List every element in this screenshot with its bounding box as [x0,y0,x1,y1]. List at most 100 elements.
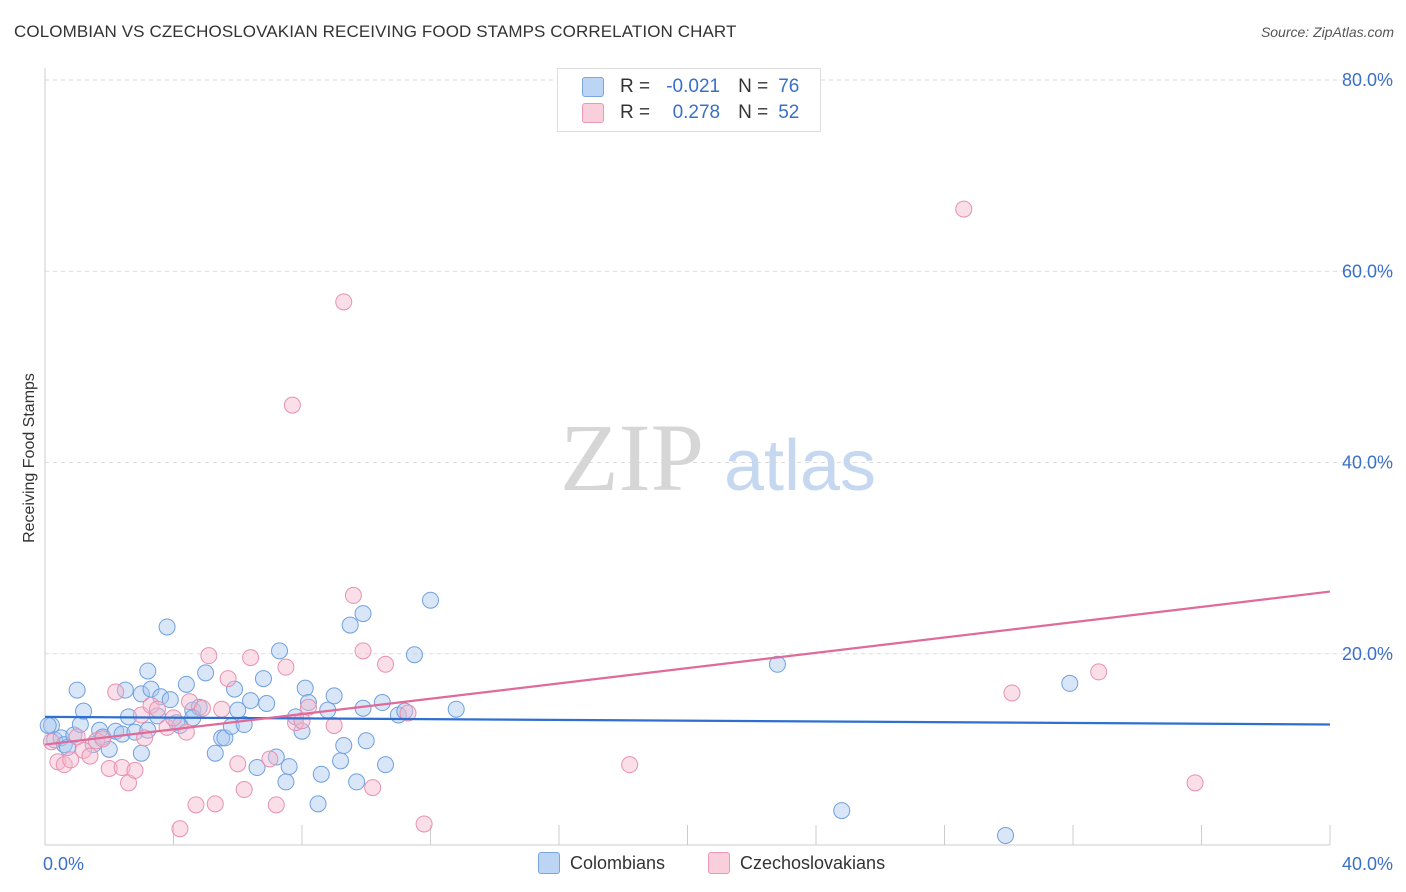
czechoslovakian-point [399,704,417,722]
bottom-legend-czechoslovakians: Czechoslovakians [708,852,885,874]
czechoslovakian-point [415,815,433,833]
czechoslovakian-point [171,820,189,838]
czechoslovakian-point [299,698,317,716]
legend-row-colombians: R = -0.021 N = 76 [582,75,799,99]
czechoslovakian-point [113,759,131,777]
legend-swatch-czechoslovakians [582,103,604,123]
czechoslovakian-point [219,670,237,688]
bottom-legend-swatch [538,852,560,874]
trend-lines [44,590,1331,746]
y-tick-label: 40.0% [1342,453,1393,473]
colombian-point [335,737,353,755]
colombian-point [100,740,118,758]
colombian-point [348,773,366,791]
colombian-point [197,664,215,682]
colombian-point [139,662,157,680]
czechoslovakian-point [955,200,973,218]
czechoslovakian-point [187,796,205,814]
bottom-legend-label: Colombians [570,852,666,873]
czechoslovakian-point [75,741,93,759]
watermark: ZIP atlas [560,404,876,511]
czechoslovakian-point [261,750,279,768]
czechoslovakian-point [344,586,362,604]
czechoslovakian-point [277,658,295,676]
bottom-legend-colombians: Colombians [538,852,665,874]
czechoslovakian-point [1090,663,1108,681]
czechoslovakian-point [213,700,231,718]
czechoslovakian-point [267,796,285,814]
colombian-point [242,692,260,710]
colombian-point [161,691,179,709]
colombian-point [75,702,93,720]
colombian-point [1061,674,1079,692]
czechoslovakian-point [325,716,343,734]
colombian-point [447,700,465,718]
czechoslovakian-point [200,647,218,665]
colombian-point [997,826,1015,844]
colombian-point [341,616,359,634]
bottom-legend-label: Czechoslovakians [740,852,886,873]
czechoslovakian-point [193,699,211,717]
colombian-point [132,685,150,703]
chart-title: COLOMBIAN VS CZECHOSLOVAKIAN RECEIVING F… [14,22,737,41]
colombian-point [65,726,83,744]
source-credit: Source: ZipAtlas.com [1260,24,1394,40]
czechoslovakian-point [1186,774,1204,792]
colombian-point [768,655,786,673]
colombian-point [357,732,375,750]
legend-swatch-colombians [582,77,604,97]
czechoslovakian-point [621,756,639,774]
czechoslovakian-point [354,642,372,660]
colombian-point [39,716,57,734]
czechoslovakian-point [81,747,99,765]
stats-legend: R = -0.021 N = 76 R = 0.278 N = 52 [557,68,821,132]
colombian-point [833,802,851,820]
x-tick-label: 40.0% [1342,854,1393,874]
czechoslovakian-point [100,760,118,777]
gridlines [45,79,1392,655]
czechoslovakian-point [62,751,80,769]
colombian-point [332,752,350,770]
legend-n-value: 76 [778,76,800,97]
colombian-point [68,681,86,699]
czechoslovakian-point [242,649,260,667]
colombian-point [377,756,395,774]
czechoslovakian-point [229,755,247,773]
y-tick-label: 60.0% [1342,261,1393,281]
colombian-point [158,618,176,636]
legend-n-label: N = [738,76,769,97]
colombian-point [373,694,391,712]
data-points [39,200,1204,844]
czechoslovakian-point [283,396,301,414]
colombian-point [312,765,330,783]
legend-r-value: -0.021 [666,76,721,97]
czechoslovakian-point [377,655,395,673]
legend-r-label: R = [620,76,651,97]
czechoslovakian-point [1003,684,1021,702]
legend-n-value: 52 [778,102,800,123]
czechoslovakian-point [335,293,353,311]
colombian-point [248,759,266,777]
y-tick-label: 80.0% [1342,70,1393,90]
watermark-atlas: atlas [724,426,876,506]
colombian-point [296,679,314,697]
colombian-point [132,744,150,762]
colombian-point [299,694,317,712]
colombian-point [226,680,244,698]
czechoslovakian-point [87,732,105,750]
bottom-legend-swatch [708,852,730,874]
colombian-point [405,646,423,664]
colombian-point [254,670,272,688]
y-tick-label: 20.0% [1342,644,1393,664]
czechoslovakian-point [107,683,125,701]
czechoslovakian-point [42,733,60,751]
colombian-point [271,642,289,660]
colombian-point [177,675,195,693]
legend-r-label: R = [620,102,651,123]
colombian-point [206,744,224,762]
czechoslovakian-point [206,795,224,813]
colombian-point [280,758,298,776]
legend-n-label: N = [738,102,769,123]
tick-labels: 20.0% 40.0% 60.0% 80.0% 0.0% 40.0% [43,70,1393,874]
